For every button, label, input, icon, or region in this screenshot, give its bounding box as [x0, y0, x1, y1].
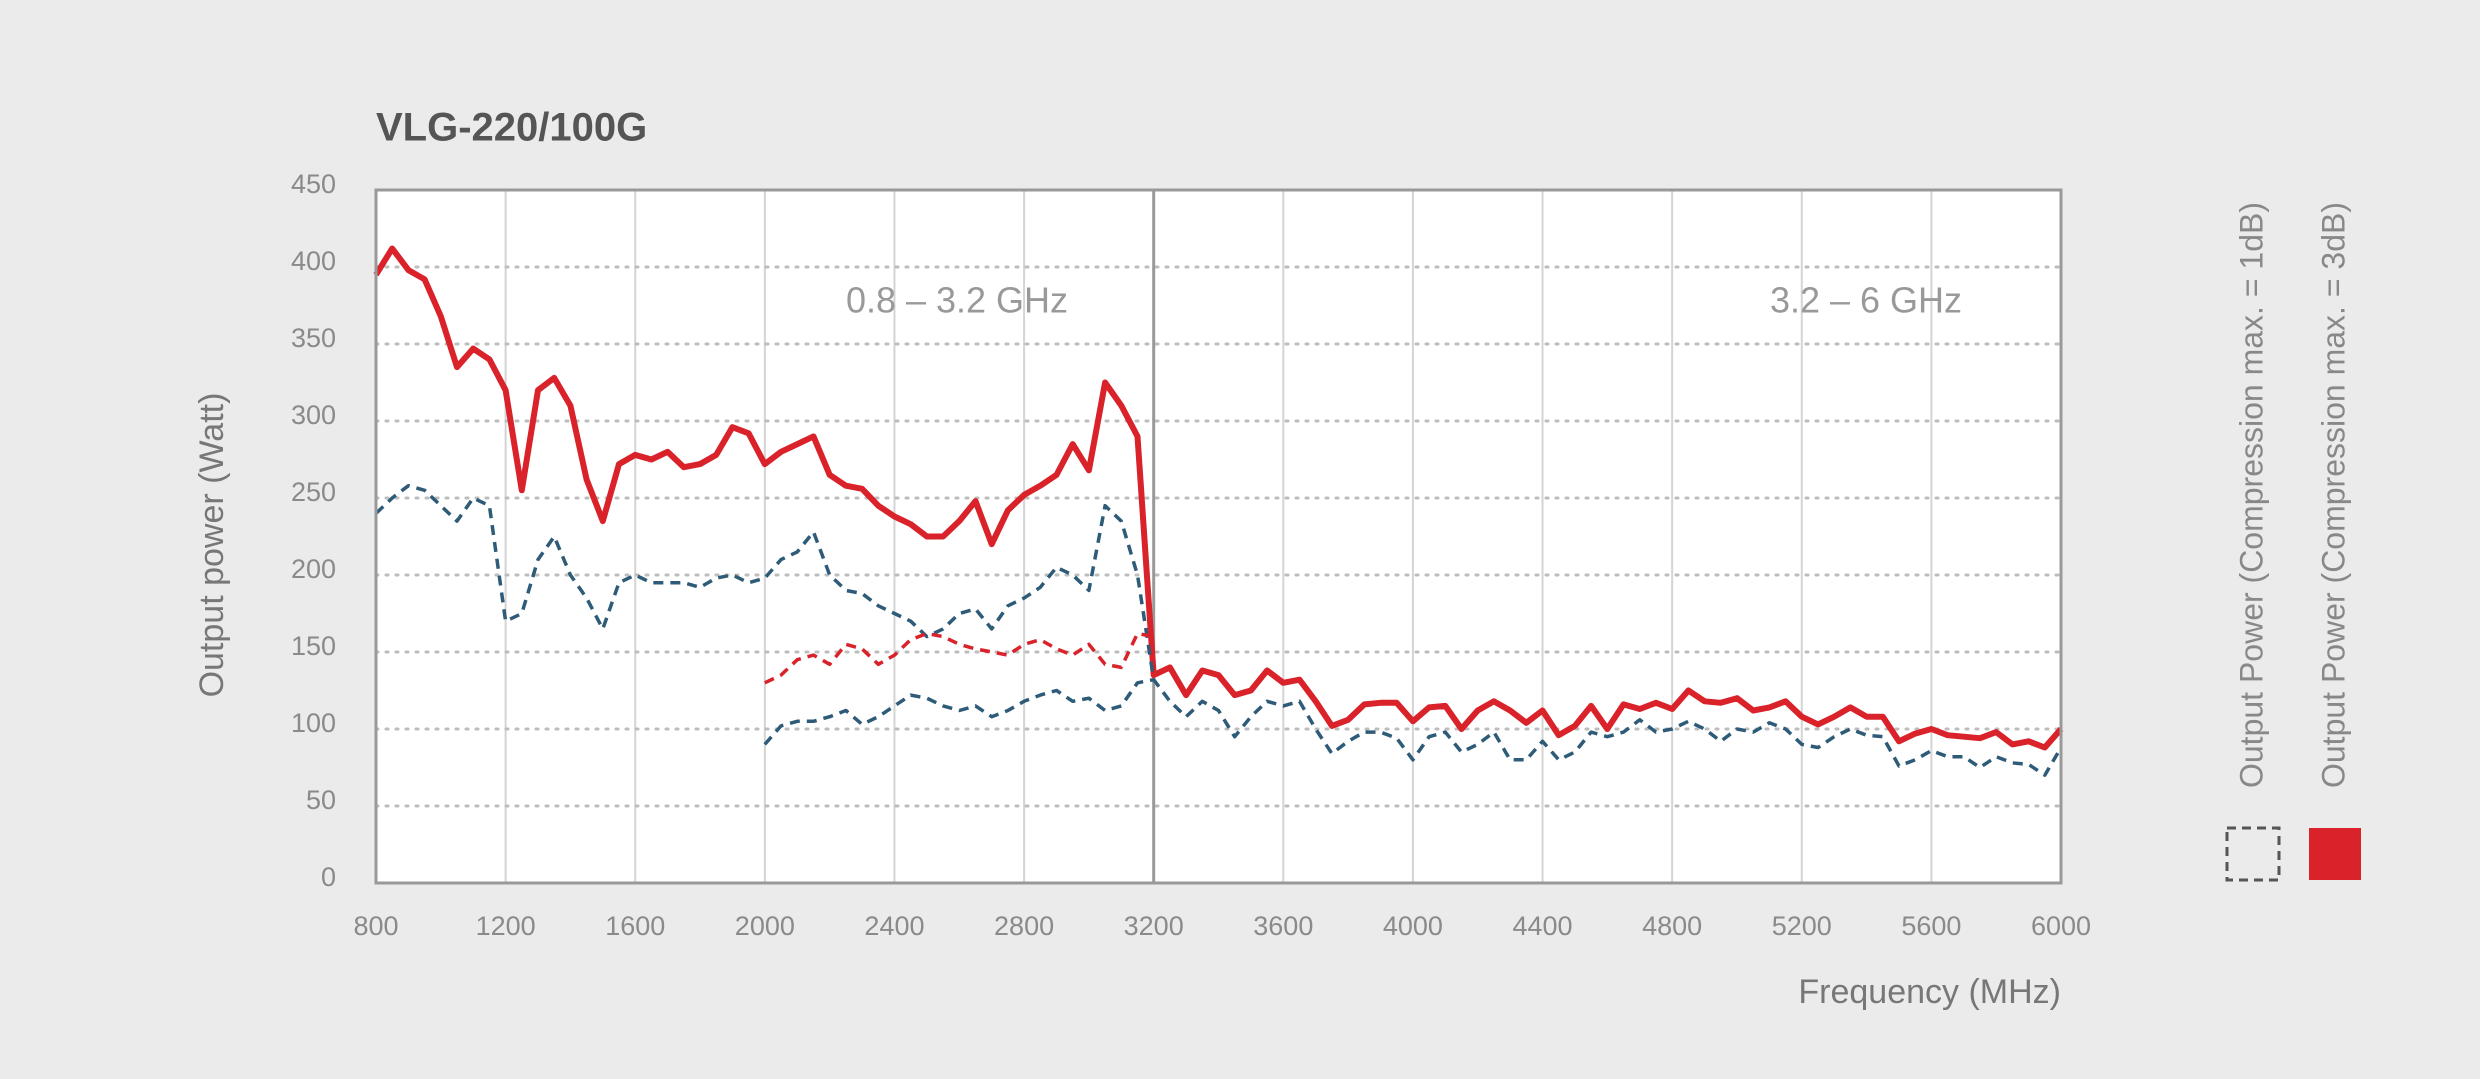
x-tick-label: 800 [353, 911, 398, 941]
series-line [373, 245, 2064, 751]
y-tick-label: 300 [291, 400, 336, 430]
band-annotation: 3.2 – 6 GHz [1770, 280, 1962, 321]
series-line [374, 483, 2063, 777]
x-tick-label: 2400 [864, 911, 924, 941]
x-tick-label: 4400 [1512, 911, 1572, 941]
y-tick-label: 50 [306, 785, 336, 815]
x-tick-label: 6000 [2031, 911, 2091, 941]
x-tick-label: 5200 [1772, 911, 1832, 941]
y-tick-label: 200 [291, 554, 336, 584]
x-tick-label: 3200 [1124, 911, 1184, 941]
y-tick-label: 250 [291, 477, 336, 507]
series-line [763, 677, 1155, 746]
x-tick-label: 5600 [1901, 911, 1961, 941]
chart-title: VLG-220/100G [376, 106, 647, 150]
legend-swatch [2309, 828, 2361, 880]
x-tick-label: 3600 [1253, 911, 1313, 941]
y-tick-label: 150 [291, 631, 336, 661]
legend-label: Output Power (Compression max. = 1dB) [2233, 202, 2269, 788]
legend-label: Output Power (Compression max. = 3dB) [2315, 202, 2351, 788]
y-tick-label: 400 [291, 246, 336, 276]
y-tick-label: 350 [291, 323, 336, 353]
legend-swatch [2225, 826, 2281, 882]
y-tick-label: 450 [291, 169, 336, 199]
y-tick-label: 100 [291, 708, 336, 738]
x-tick-label: 2000 [735, 911, 795, 941]
band-annotation: 0.8 – 3.2 GHz [846, 280, 1068, 321]
plot-border [374, 188, 2063, 885]
x-tick-label: 4800 [1642, 911, 1702, 941]
x-tick-label: 2800 [994, 911, 1054, 941]
series-line [764, 631, 1155, 685]
x-tick-label: 4000 [1383, 911, 1443, 941]
y-axis-label: Output power (Watt) [193, 393, 231, 698]
x-tick-label: 1200 [476, 911, 536, 941]
plot-area [376, 190, 2061, 883]
x-axis-label: Frequency (MHz) [1798, 973, 2061, 1011]
y-tick-label: 0 [321, 862, 336, 892]
x-tick-label: 1600 [605, 911, 665, 941]
